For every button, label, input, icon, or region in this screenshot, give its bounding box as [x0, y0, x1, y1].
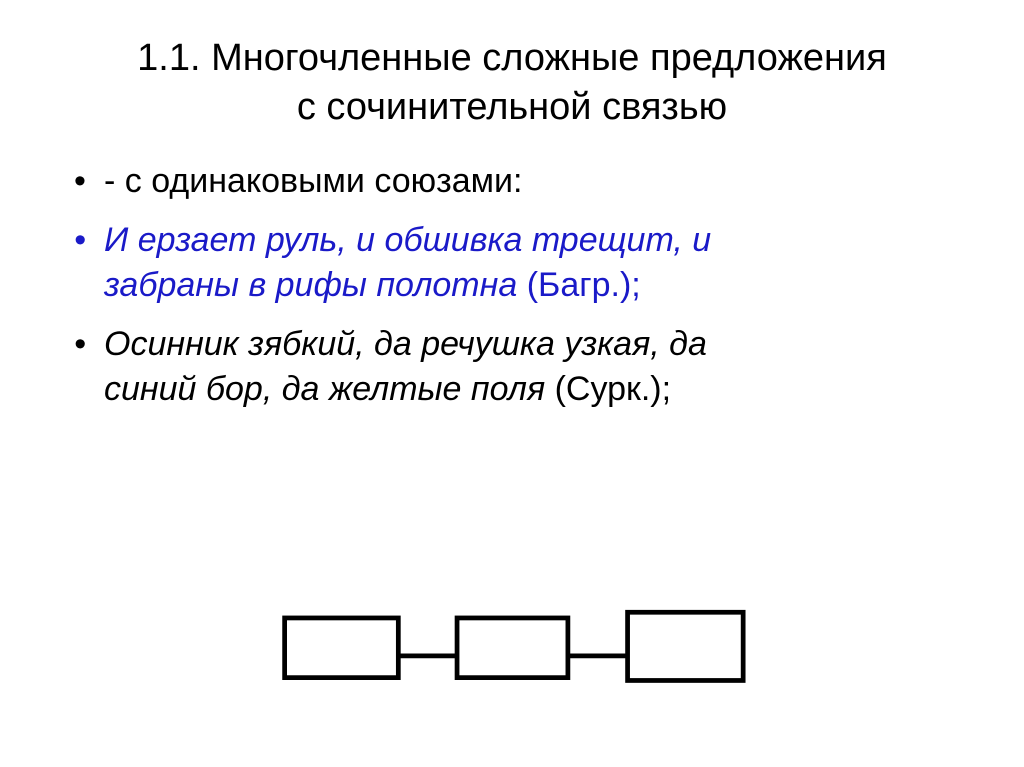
bullet-3-line2-italic: синий бор, да желтые поля — [104, 370, 555, 408]
bullet-3-line2-tail: (Сурк.); — [555, 370, 672, 408]
bullet-2-line2-italic: забраны в рифы полотна — [104, 266, 527, 304]
bullet-1: - с одинаковыми союзами: — [74, 159, 976, 204]
bullet-1-text: - с одинаковыми союзами: — [104, 162, 522, 200]
chain-diagram — [262, 599, 762, 689]
title-line-2: с сочинительной связью — [297, 86, 727, 128]
diagram-node — [285, 618, 399, 678]
slide: 1.1. Многочленные сложные предложения с … — [0, 0, 1024, 767]
bullet-2: И ерзает руль, и обшивка трещит, и забра… — [74, 218, 976, 308]
diagram-node — [457, 618, 568, 678]
bullet-3-line1: Осинник зябкий, да речушка узкая, да — [104, 325, 707, 363]
chain-diagram-svg — [262, 599, 762, 689]
bullet-2-line2-tail: (Багр.); — [527, 266, 641, 304]
diagram-node — [628, 612, 744, 680]
bullet-2-line1: И ерзает руль, и обшивка трещит, и — [104, 221, 711, 259]
title-line-1: 1.1. Многочленные сложные предложения — [137, 37, 887, 79]
bullet-3: Осинник зябкий, да речушка узкая, да син… — [74, 322, 976, 412]
slide-title: 1.1. Многочленные сложные предложения с … — [48, 34, 976, 131]
bullet-list: - с одинаковыми союзами: И ерзает руль, … — [48, 159, 976, 411]
